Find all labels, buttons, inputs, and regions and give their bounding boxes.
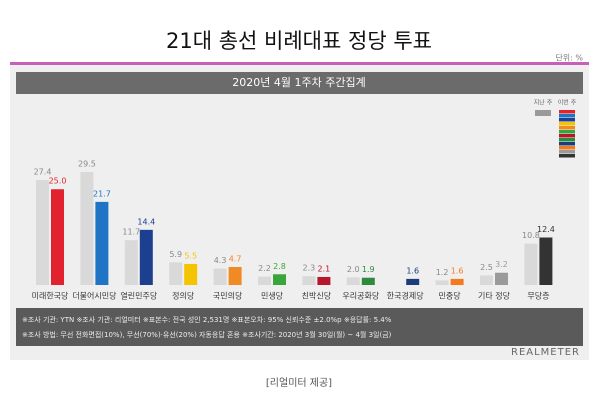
- legend-swatch: [559, 130, 575, 134]
- value-label: 21.7: [93, 189, 111, 198]
- legend-swatch: [559, 134, 575, 138]
- bar: [139, 229, 153, 285]
- value-label: 1.6: [406, 266, 419, 275]
- bar: [435, 280, 449, 285]
- chart-title: 21대 총선 비례대표 정당 투표: [166, 29, 432, 53]
- bar: [495, 272, 508, 285]
- legend-swatch: [559, 122, 575, 126]
- legend-label: 이번 주: [558, 99, 577, 107]
- bar: [361, 277, 375, 285]
- value-label: 2.1: [318, 264, 331, 273]
- note: ※조사 기관: YTN ※조사 기관: 리얼미터 ※표본수: 전국 성인 2,5…: [22, 315, 392, 324]
- credit: [리얼미터 제공]: [266, 377, 332, 389]
- legend-swatch: [559, 138, 575, 142]
- value-label: 2.8: [273, 262, 286, 271]
- legend-swatch: [559, 114, 575, 118]
- bar: [124, 240, 138, 285]
- legend-swatch: [559, 118, 575, 122]
- x-tick-label: 민중당: [439, 291, 462, 301]
- legend-swatch: [559, 142, 575, 146]
- subtitle: 2020년 4월 1주차 주간집계: [232, 76, 365, 89]
- value-label: 1.2: [436, 268, 449, 277]
- value-label: 2.3: [303, 264, 316, 273]
- x-tick-label: 한국경제당: [387, 291, 424, 301]
- value-label: 3.2: [495, 260, 508, 269]
- subtitle-banner: [16, 72, 583, 94]
- x-tick-label: 더불어시민당: [72, 291, 117, 301]
- x-tick-label: 기타 정당: [478, 291, 511, 301]
- value-label: 2.0: [347, 265, 360, 274]
- x-tick-label: 국민의당: [213, 291, 243, 301]
- bar: [450, 278, 464, 285]
- bar: [184, 263, 198, 285]
- legend-swatch: [559, 146, 575, 150]
- legend-swatch: [559, 154, 575, 158]
- bar: [524, 243, 538, 285]
- value-label: 4.3: [214, 256, 227, 265]
- value-label: 5.9: [169, 250, 182, 259]
- value-label: 4.7: [229, 254, 242, 263]
- bar: [346, 277, 360, 285]
- value-label: 5.5: [184, 251, 197, 260]
- bar: [80, 172, 94, 285]
- bar: [480, 275, 493, 285]
- bar: [95, 201, 109, 285]
- x-tick-label: 미래한국당: [32, 291, 69, 301]
- legend-swatch: [559, 110, 575, 114]
- note: ※조사 방법: 무선 전화면접(10%), 무선(70%)·유선(20%) 자동…: [22, 330, 392, 339]
- brand: REALMETER: [511, 347, 580, 358]
- bar: [539, 237, 553, 285]
- legend-swatch: [559, 150, 575, 154]
- value-label: 11.7: [122, 228, 140, 237]
- value-label: 1.9: [362, 265, 375, 274]
- value-label: 14.4: [137, 217, 155, 226]
- bar: [317, 276, 331, 285]
- value-label: 1.6: [451, 266, 464, 275]
- bar: [228, 266, 242, 285]
- notes-band: [16, 308, 583, 346]
- unit: 단위: %: [555, 53, 583, 63]
- bar: [406, 278, 420, 285]
- x-tick-label: 무당층: [527, 291, 549, 301]
- bar: [36, 180, 49, 285]
- bar: [213, 268, 227, 285]
- legend-swatch: [535, 110, 551, 116]
- value-label: 27.4: [34, 168, 52, 177]
- x-tick-label: 우리공화당: [342, 291, 379, 301]
- bar: [169, 262, 183, 285]
- value-label: 2.5: [480, 263, 493, 272]
- bar: [51, 189, 64, 285]
- value-label: 25.0: [49, 177, 67, 186]
- legend-label: 지난 주: [534, 99, 553, 107]
- x-tick-label: 열린민주당: [120, 291, 157, 301]
- value-label: 10.8: [522, 231, 540, 240]
- x-tick-label: 정의당: [172, 291, 195, 301]
- legend-swatch: [559, 126, 575, 130]
- top-stripe: [10, 62, 589, 65]
- value-label: 29.5: [78, 160, 96, 169]
- bar: [273, 274, 286, 285]
- x-tick-label: 민생당: [261, 291, 284, 301]
- bar: [302, 276, 316, 285]
- x-tick-label: 친박신당: [302, 291, 332, 301]
- bar: [258, 276, 271, 285]
- value-label: 12.4: [537, 225, 555, 234]
- value-label: 2.2: [258, 264, 271, 273]
